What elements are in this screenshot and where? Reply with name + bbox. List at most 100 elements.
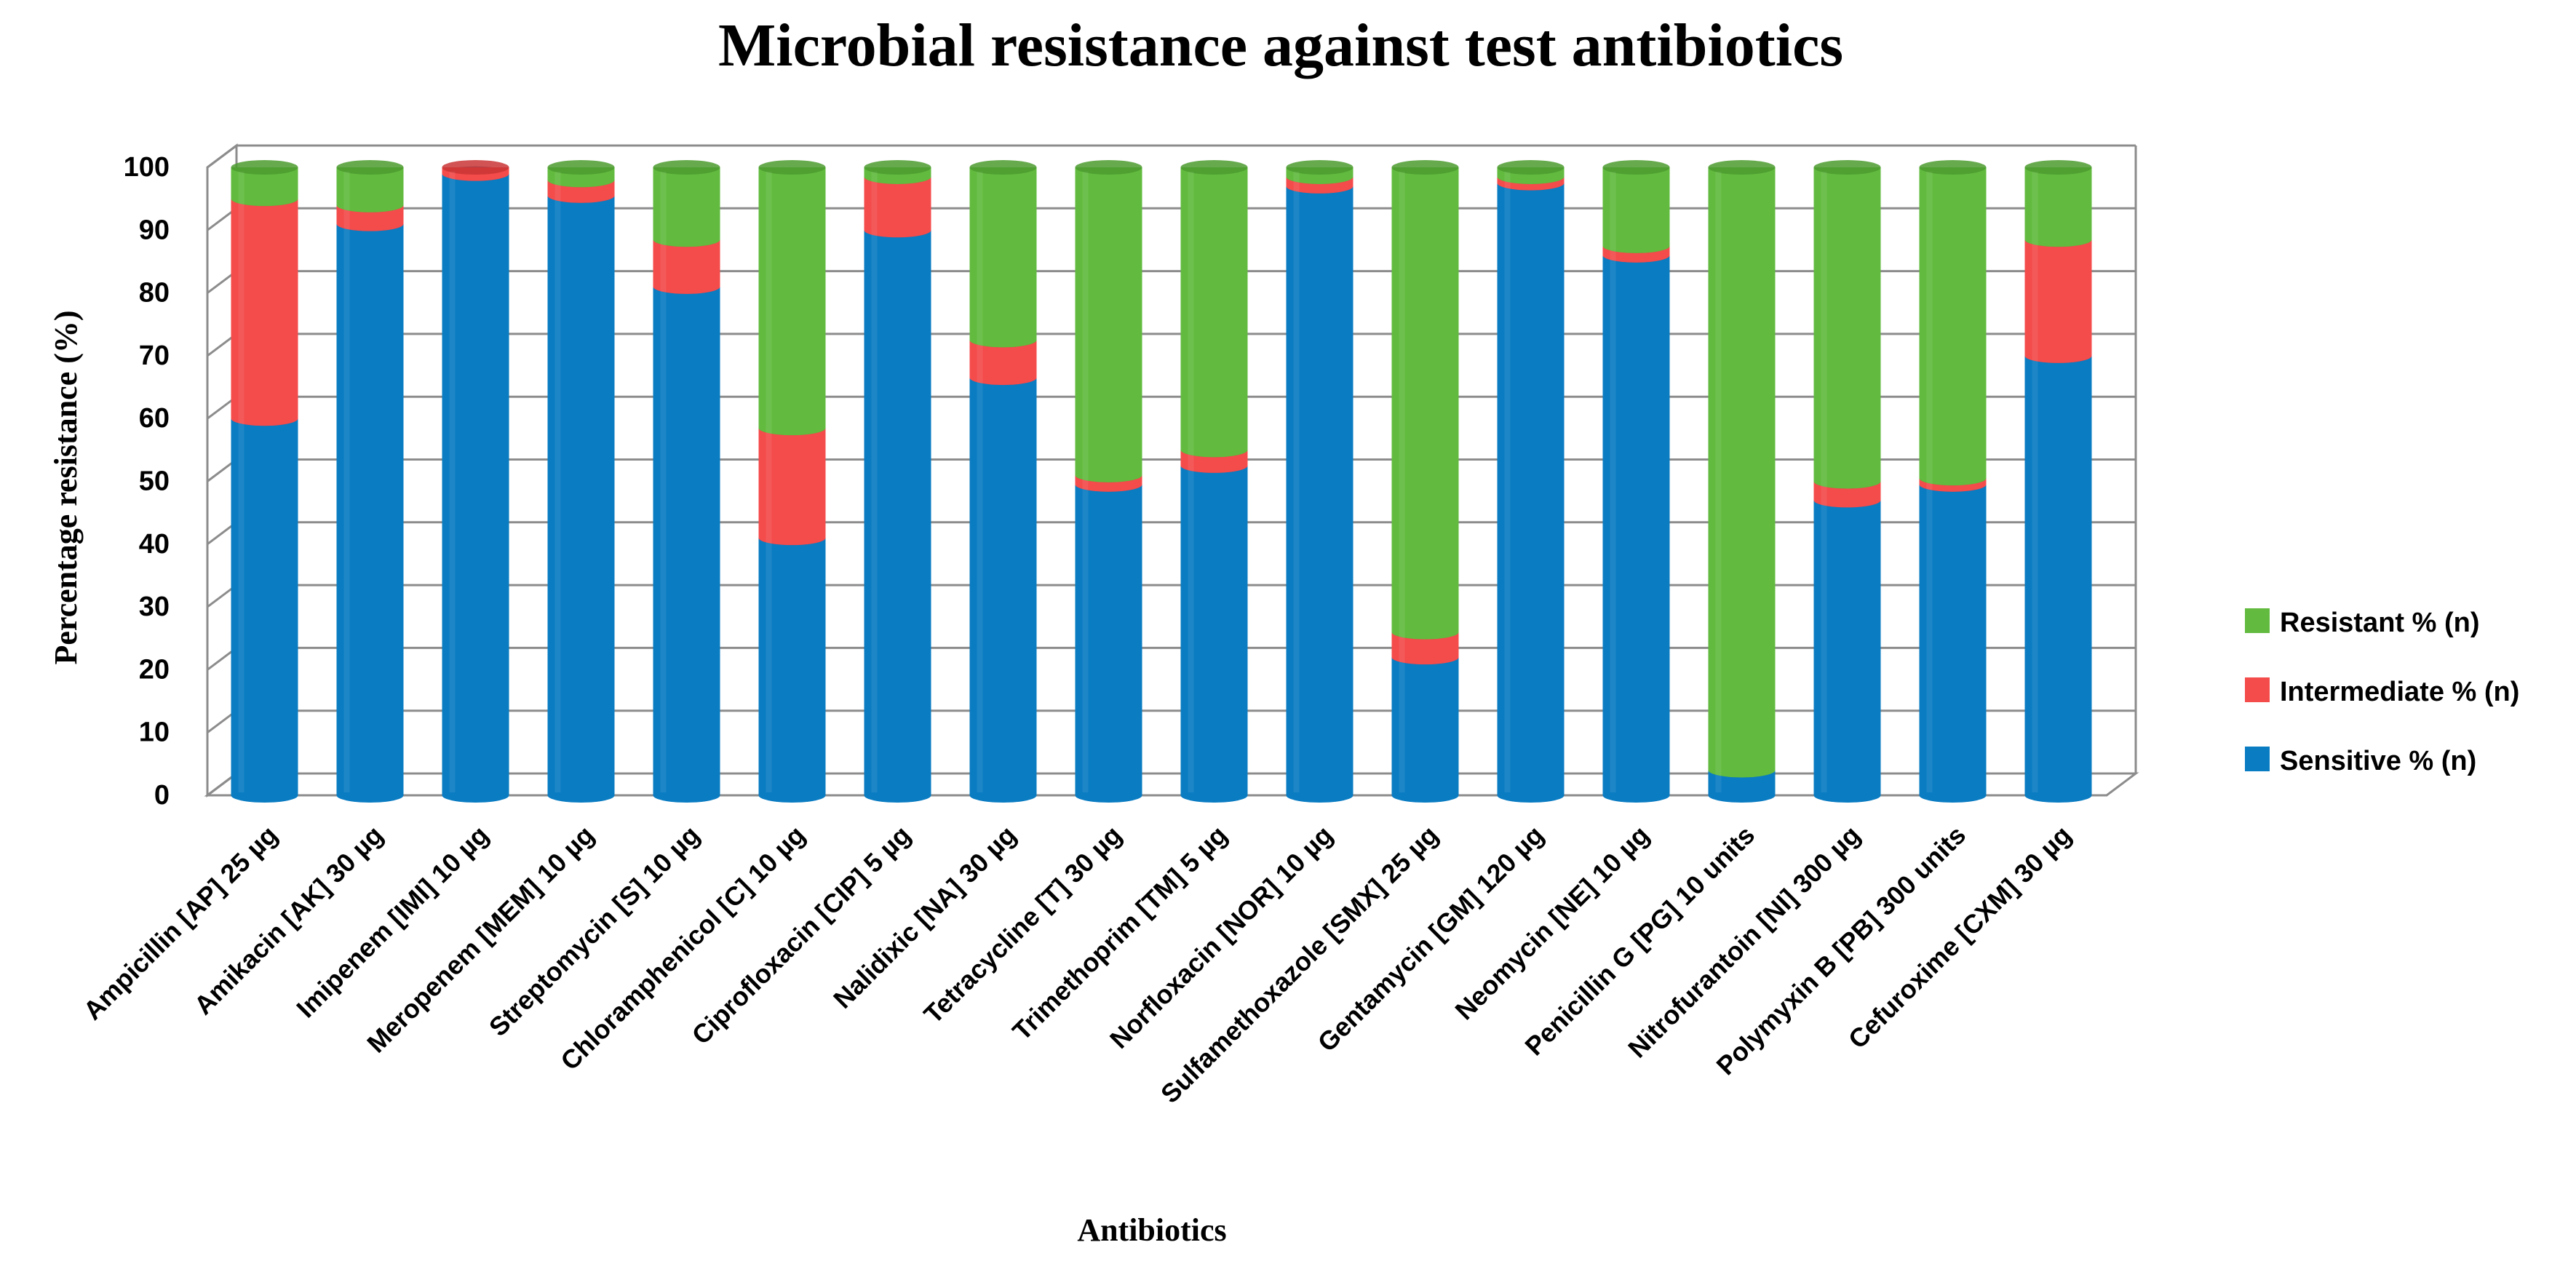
bar-segment-top: [864, 160, 931, 175]
bar-group: [758, 160, 826, 803]
x-tick-label: Imipenem [IMI] 10 µg: [290, 820, 494, 1024]
bar-segment: [1391, 657, 1459, 803]
y-tick-label: 40: [139, 529, 170, 560]
y-tick-label: 90: [139, 215, 170, 245]
bar-segment: [864, 176, 931, 238]
bar-group: [864, 160, 931, 803]
bar-segment-top: [1602, 160, 1670, 175]
bar-highlight: [1715, 172, 1722, 792]
bar-highlight: [1610, 172, 1616, 792]
bar-segment-top: [1708, 160, 1776, 175]
x-tick-label: Ciprofloxacin [CIP] 5 µg: [686, 820, 917, 1051]
bar-segment: [2024, 355, 2092, 803]
bar-segment: [653, 286, 720, 803]
bar-highlight: [1926, 172, 1933, 792]
bar-segment-top: [969, 160, 1037, 175]
x-tick-label: Nalidixic [NA] 30 µg: [827, 820, 1022, 1014]
bar-segment: [1286, 186, 1353, 803]
legend-label: Resistant % (n): [2280, 608, 2479, 638]
bar-highlight: [1082, 172, 1089, 792]
bar-highlight: [2032, 172, 2038, 792]
bar-segment: [1813, 167, 1881, 489]
bar-segment: [1708, 770, 1776, 803]
bar-segment: [758, 538, 826, 803]
bar-highlight: [660, 172, 667, 792]
bar-group: [547, 160, 615, 803]
bar-group: [231, 160, 298, 803]
bar-segment: [442, 173, 509, 803]
bar-segment-top: [653, 160, 720, 175]
bar-segment: [2024, 167, 2092, 247]
bar-segment: [231, 167, 298, 207]
bar-group: [336, 160, 404, 803]
y-tick-label: 60: [139, 403, 170, 434]
bar-segment: [1180, 465, 1248, 803]
bar-segment: [969, 378, 1037, 803]
bar-highlight: [766, 172, 772, 792]
x-tick-label: Neomycin [NE] 10 µg: [1449, 820, 1655, 1026]
y-tick-label: 100: [124, 152, 170, 183]
x-tick-label: Cefuroxime [CXM] 30 µg: [1842, 820, 2077, 1054]
x-tick-label: Streptomycin [S] 10 µg: [483, 820, 705, 1042]
y-axis-ticks: 0 10 20 30 40 50 60 70 80 90 100: [124, 152, 170, 811]
legend-swatch: [2245, 677, 2270, 702]
bar-highlight: [343, 172, 350, 792]
bar-group: [1602, 160, 1670, 803]
bar-segment: [1919, 167, 1987, 486]
bar-segment: [1602, 167, 1670, 253]
x-tick-label: Ampicillin [AP] 25 µg: [77, 820, 283, 1026]
x-axis-title: Antibiotics: [1077, 1212, 1226, 1248]
x-tick-label: Norfloxacin [NOR] 10 µg: [1104, 820, 1338, 1054]
bar-segment-top: [1813, 160, 1881, 175]
bar-segment: [758, 167, 826, 436]
y-tick-label: 0: [154, 780, 170, 811]
bar-highlight: [1293, 172, 1300, 792]
bar-segment: [1075, 484, 1142, 803]
bar-highlight: [977, 172, 983, 792]
legend-label: Intermediate % (n): [2280, 677, 2519, 707]
bar-segment: [336, 204, 404, 231]
bar-segment: [1602, 255, 1670, 803]
legend: Resistant % (n) Intermediate % (n) Sensiti…: [2245, 608, 2519, 776]
bar-segment-top: [231, 160, 298, 175]
bar-segment: [1497, 183, 1565, 803]
bar-segment: [1919, 484, 1987, 803]
bar-segment-top: [758, 160, 826, 175]
legend-swatch: [2245, 608, 2270, 633]
bar-segment: [336, 223, 404, 803]
bar-segment: [969, 167, 1037, 348]
chart-title: Microbial resistance against test antibi…: [718, 12, 1843, 79]
bar-segment: [653, 167, 720, 247]
bar-segment: [336, 167, 404, 212]
bar-segment-top: [1391, 160, 1459, 175]
x-tick-label: Gentamycin [GM] 120 µg: [1312, 820, 1550, 1058]
bar-highlight: [871, 172, 878, 792]
x-tick-label: Tetracycline [T] 30 µg: [918, 820, 1127, 1030]
bar-segment-top: [1286, 160, 1353, 175]
bar-group: [1813, 160, 1881, 803]
bar-segment-top: [1075, 160, 1142, 175]
bar-segment-top: [442, 160, 509, 175]
bar-highlight: [1399, 172, 1405, 792]
y-tick-label: 80: [139, 278, 170, 309]
bar-group: [1075, 160, 1142, 803]
bar-segment: [864, 230, 931, 803]
bar-segment: [547, 195, 615, 803]
bars: [231, 160, 2092, 803]
bar-segment-top: [2024, 160, 2092, 175]
bar-highlight: [1821, 172, 1827, 792]
legend-swatch: [2245, 747, 2270, 771]
bar-segment: [231, 418, 298, 803]
y-axis-title: Percentage resistance (%): [48, 310, 84, 664]
bar-segment-top: [547, 160, 615, 175]
bar-segment: [231, 199, 298, 426]
bar-segment: [1075, 167, 1142, 482]
bar-segment: [2024, 239, 2092, 363]
bar-segment-top: [1919, 160, 1987, 175]
bar-group: [1708, 160, 1776, 803]
bar-segment: [1813, 500, 1881, 803]
bar-highlight: [554, 172, 561, 792]
bar-segment-top: [1497, 160, 1565, 175]
